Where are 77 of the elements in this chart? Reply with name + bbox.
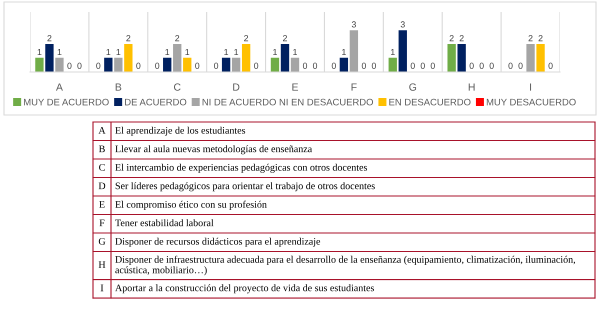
x-tick-label: H — [468, 83, 475, 91]
legend-label: NI DE ACUERDO NI EN DESACUERDO — [202, 98, 373, 106]
category-label: B — [98, 146, 105, 152]
data-label: 2 — [528, 35, 533, 42]
data-label: 0 — [420, 62, 425, 69]
category-label: A — [98, 127, 106, 134]
data-label: 0 — [214, 62, 218, 69]
data-label: 0 — [302, 62, 308, 69]
data-label: 0 — [518, 62, 523, 69]
category-label: I — [100, 284, 104, 292]
text: Ser líderes pedagógicos para orientar el trabajo de otros docentes — [116, 182, 375, 192]
x-tick-label: D — [233, 83, 240, 91]
legend-label: MUY DE ACUERDO — [24, 98, 109, 106]
legend-label: EN DESACUERDO — [389, 98, 471, 106]
data-label: 3 — [400, 21, 405, 28]
data-label: 0 — [490, 62, 494, 69]
data-label: 0 — [332, 62, 336, 69]
x-tick-label: E — [292, 83, 298, 91]
category-label: D — [98, 182, 106, 190]
data-label: 0 — [548, 62, 553, 69]
data-label: 0 — [362, 62, 366, 69]
text: El aprendizaje de los estudiantes — [115, 126, 246, 136]
data-label: 0 — [96, 62, 100, 69]
data-label: 2 — [126, 35, 130, 42]
data-label: 2 — [282, 35, 287, 42]
x-tick-label: A — [56, 83, 63, 91]
data-label: 2 — [244, 35, 248, 42]
category-label: E — [99, 201, 105, 208]
legend-label: DE ACUERDO — [125, 98, 186, 106]
data-label: 2 — [460, 35, 464, 42]
data-label: 0 — [155, 62, 160, 69]
text: El intercambio de experiencias pedagógicas con otros docentes — [115, 164, 368, 173]
data-label: 1 — [165, 48, 170, 55]
x-tick-label: F — [352, 83, 357, 91]
data-label: 0 — [312, 62, 318, 69]
data-label: 1 — [58, 48, 62, 55]
text: El compromiso ético con su profesión — [115, 200, 267, 210]
data-label: 1 — [390, 48, 395, 55]
x-tick-label: C — [174, 83, 181, 91]
data-label: 0 — [77, 62, 82, 69]
data-label: 0 — [508, 62, 513, 69]
text: Disponer de recursos didácticos para el aprendizaje — [115, 238, 320, 247]
text: Aportar a la construcción del proyecto de vida de sus estudiantes — [115, 284, 374, 294]
data-label: 0 — [136, 62, 140, 69]
data-label: 0 — [470, 62, 474, 69]
text: Llevar al aula nuevas metodologías de enseñanza — [115, 145, 312, 154]
data-label: 3 — [352, 21, 356, 28]
x-tick-label: G — [409, 83, 416, 91]
data-label: 1 — [342, 48, 346, 55]
data-label: 1 — [185, 48, 190, 55]
data-label: 0 — [195, 62, 200, 69]
category-label: F — [100, 220, 104, 226]
data-label: 2 — [175, 35, 180, 42]
data-label: 1 — [116, 48, 120, 55]
data-label: 1 — [293, 48, 298, 55]
x-tick-label: B — [116, 83, 122, 91]
category-label: G — [98, 238, 106, 245]
data-label: 0 — [410, 62, 415, 69]
data-label: 2 — [450, 35, 454, 42]
text: Disponer de infraestructura adecuada para el desarrollo de la enseñanza (equipamiento, climatización, iluminación, acústica, mobiliario…) — [115, 256, 575, 276]
legend-label: MUY DESACUERDO — [486, 98, 576, 106]
x-tick-label: I — [530, 83, 532, 91]
data-label: 1 — [106, 48, 110, 55]
category-label: C — [99, 164, 105, 171]
text: Tener estabilidad laboral — [115, 219, 214, 226]
data-label: 2 — [47, 35, 52, 42]
data-label: 0 — [254, 62, 258, 69]
data-label: 2 — [538, 35, 543, 42]
data-label: 1 — [224, 48, 228, 55]
data-label: 0 — [372, 62, 376, 69]
data-label: 1 — [273, 48, 277, 55]
data-label: 1 — [234, 48, 238, 55]
data-label: 0 — [67, 62, 72, 69]
data-label: 0 — [480, 62, 484, 69]
data-label: 1 — [38, 48, 42, 55]
category-label: H — [98, 261, 106, 268]
data-label: 0 — [430, 62, 435, 69]
